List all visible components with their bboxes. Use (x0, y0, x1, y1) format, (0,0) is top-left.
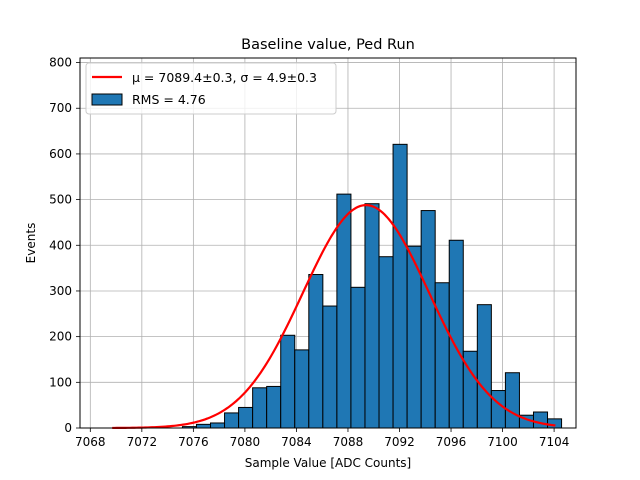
legend-fit-label: μ = 7089.4±0.3, σ = 4.9±0.3 (132, 70, 317, 85)
x-axis-ticks: 7068 7072 7076 7080 7084 7088 7092 7096 7100 7104 (75, 428, 569, 449)
y-tick-label: 200 (49, 330, 72, 344)
x-axis-label: Sample Value [ADC Counts] (245, 456, 411, 470)
histogram-bar (308, 274, 324, 429)
x-tick-label: 7072 (127, 435, 158, 449)
y-tick-label: 400 (49, 238, 72, 252)
histogram-bar (336, 193, 352, 429)
legend-histogram-swatch (91, 93, 123, 106)
x-tick-label: 7084 (281, 435, 312, 449)
y-tick-label: 0 (64, 421, 72, 435)
y-axis-ticks: 0 100 200 300 400 500 600 700 800 (49, 56, 80, 435)
histogram-bar (252, 387, 268, 429)
histogram-bar (547, 418, 563, 429)
histogram-bar (266, 385, 282, 429)
histogram-bar (392, 143, 408, 429)
x-tick-label: 7096 (436, 435, 467, 449)
histogram-bar (224, 412, 240, 429)
x-tick-label: 7068 (75, 435, 106, 449)
histogram-bar (322, 305, 338, 429)
x-tick-label: 7080 (230, 435, 261, 449)
histogram-bars (181, 143, 563, 429)
histogram-bar (280, 334, 296, 429)
histogram-bar (378, 256, 394, 429)
gaussian-fit (112, 204, 556, 430)
fit-curve (112, 204, 556, 430)
histogram-bar (434, 282, 450, 429)
x-tick-label: 7104 (539, 435, 570, 449)
x-tick-label: 7092 (384, 435, 415, 449)
legend: μ = 7089.4±0.3, σ = 4.9±0.3 RMS = 4.76 (85, 62, 337, 115)
x-tick-label: 7088 (333, 435, 364, 449)
y-tick-label: 600 (49, 147, 72, 161)
legend-box (85, 62, 337, 115)
plot-frame (79, 57, 577, 429)
y-tick-label: 100 (49, 375, 72, 389)
x-tick-label: 7100 (487, 435, 518, 449)
legend-histogram-label: RMS = 4.76 (132, 92, 206, 107)
histogram-bar (195, 423, 212, 429)
histogram-bar (210, 422, 226, 429)
y-axis-label: Events (24, 223, 38, 264)
y-tick-label: 300 (49, 284, 72, 298)
histogram-bar (350, 286, 366, 429)
histogram-bar (294, 349, 310, 429)
y-tick-label: 700 (49, 101, 72, 115)
histogram-bar (476, 304, 492, 429)
x-tick-label: 7076 (178, 435, 209, 449)
histogram-bar (490, 390, 506, 429)
histogram-bar (448, 239, 464, 429)
histogram-bar (420, 210, 436, 429)
histogram-bar (504, 372, 520, 429)
histogram-bar (238, 406, 254, 429)
y-tick-label: 800 (49, 56, 72, 70)
chart-title: Baseline value, Ped Run (241, 37, 415, 53)
histogram-bar (532, 411, 549, 429)
histogram-bar (364, 203, 380, 429)
y-tick-label: 500 (49, 193, 72, 207)
